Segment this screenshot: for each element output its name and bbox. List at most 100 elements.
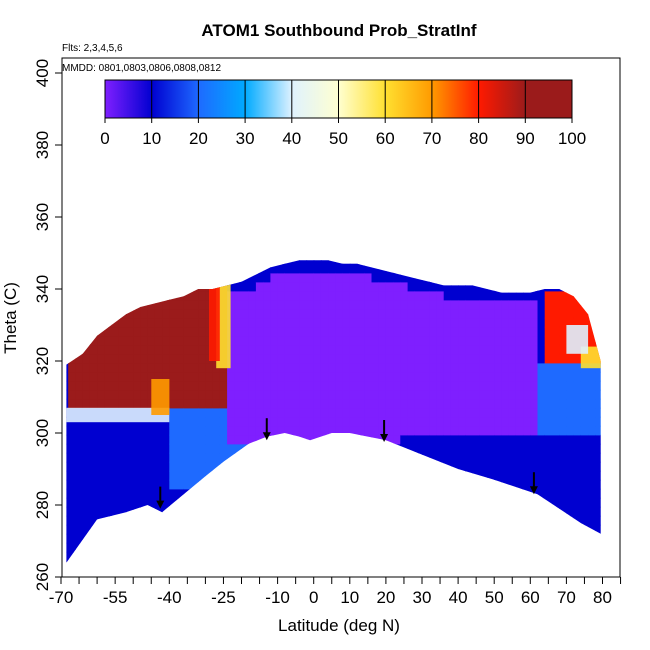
heatmap-cell	[400, 416, 409, 427]
heatmap-cell	[140, 515, 149, 526]
heatmap-cell	[544, 308, 553, 319]
heatmap-cell	[429, 398, 437, 409]
heatmap-cell	[443, 326, 452, 337]
heatmap-cell	[371, 416, 380, 427]
heatmap-cell	[248, 461, 257, 472]
heatmap-cell	[422, 542, 430, 553]
heatmap-cell	[544, 452, 553, 463]
heatmap-cell	[479, 326, 488, 337]
heatmap-cell	[566, 371, 575, 382]
heatmap-cell	[227, 425, 235, 436]
heatmap-cell	[111, 344, 120, 355]
heatmap-cell	[198, 506, 206, 517]
heatmap-cell	[552, 335, 560, 346]
heatmap-cell	[82, 290, 91, 301]
heatmap-cell	[530, 524, 539, 535]
heatmap-cell	[183, 326, 192, 337]
heatmap-cell	[270, 425, 279, 436]
heatmap-cell	[580, 533, 589, 544]
heatmap-cell	[320, 533, 329, 544]
heatmap-cell	[566, 407, 575, 418]
heatmap-cell	[104, 308, 113, 319]
heatmap-cell	[241, 260, 250, 265]
heatmap-cell	[487, 416, 495, 427]
heatmap-cell	[465, 497, 474, 508]
heatmap-cell	[472, 506, 481, 517]
heatmap-cell	[97, 515, 105, 526]
heatmap-cell	[111, 425, 120, 436]
heatmap-cell	[443, 281, 452, 292]
heatmap-cell	[515, 515, 524, 526]
heatmap-cell	[378, 380, 387, 391]
heatmap-cell	[75, 263, 84, 274]
heatmap-cell	[313, 398, 322, 409]
heatmap-cell	[313, 371, 322, 382]
heatmap-cell	[234, 560, 243, 563]
heatmap-cell	[595, 335, 601, 346]
heatmap-cell	[119, 246, 127, 256]
heatmap-cell	[588, 461, 596, 472]
heatmap-cell	[241, 551, 250, 562]
heatmap-cell	[104, 380, 113, 391]
heatmap-cell	[573, 470, 582, 481]
heatmap-cell	[422, 551, 430, 562]
heatmap-cell	[450, 542, 459, 553]
heatmap-cell	[414, 407, 423, 418]
heatmap-cell	[133, 344, 141, 355]
heatmap-cell	[566, 416, 575, 427]
heatmap-cell	[357, 461, 365, 472]
heatmap-cell	[154, 308, 163, 319]
heatmap-cell	[371, 362, 380, 373]
heatmap-cell	[472, 362, 481, 373]
heatmap-cell	[559, 272, 567, 283]
heatmap-cell	[552, 353, 560, 364]
heatmap-cell	[328, 452, 336, 463]
heatmap-cell	[307, 246, 315, 256]
heatmap-cell	[140, 479, 149, 490]
heatmap-cell	[234, 317, 243, 328]
heatmap-cell	[603, 300, 611, 310]
heatmap-cell	[263, 380, 271, 391]
heatmap-cell	[537, 260, 546, 265]
heatmap-cell	[473, 246, 481, 256]
heatmap-cell	[227, 353, 235, 364]
heatmap-cell	[306, 488, 315, 499]
heatmap-cell	[97, 452, 105, 463]
heatmap-cell	[472, 389, 481, 400]
heatmap-cell	[559, 524, 567, 535]
heatmap-cell	[487, 281, 495, 292]
heatmap-cell	[479, 542, 488, 553]
heatmap-cell	[566, 425, 575, 436]
heatmap-cell	[364, 488, 372, 499]
heatmap-cell	[603, 408, 611, 418]
heatmap-cell	[126, 246, 134, 256]
heatmap-cell	[169, 380, 178, 391]
heatmap-cell	[342, 533, 351, 544]
heatmap-cell	[465, 407, 474, 418]
heatmap-cell	[234, 326, 243, 337]
heatmap-cell	[407, 551, 416, 562]
heatmap-cell	[277, 344, 286, 355]
heatmap-cell	[479, 479, 488, 490]
heatmap-cell	[191, 398, 199, 409]
heatmap-cell	[371, 407, 380, 418]
heatmap-cell	[364, 551, 372, 562]
heatmap-cell	[530, 246, 538, 256]
heatmap-cell	[479, 260, 488, 265]
heatmap-cell	[508, 308, 517, 319]
heatmap-cell	[154, 452, 163, 463]
heatmap-cell	[183, 263, 192, 274]
heatmap-cell	[248, 407, 257, 418]
heatmap-cell	[306, 560, 315, 563]
heatmap-cell	[422, 497, 430, 508]
heatmap-cell	[494, 470, 502, 481]
heatmap-cell	[299, 443, 308, 454]
heatmap-cell	[263, 551, 271, 562]
heatmap-cell	[292, 371, 300, 382]
heatmap-cell	[299, 524, 308, 535]
heatmap-cell	[205, 416, 214, 427]
heatmap-cell	[292, 443, 300, 454]
heatmap-cell	[544, 515, 553, 526]
heatmap-cell	[313, 380, 322, 391]
